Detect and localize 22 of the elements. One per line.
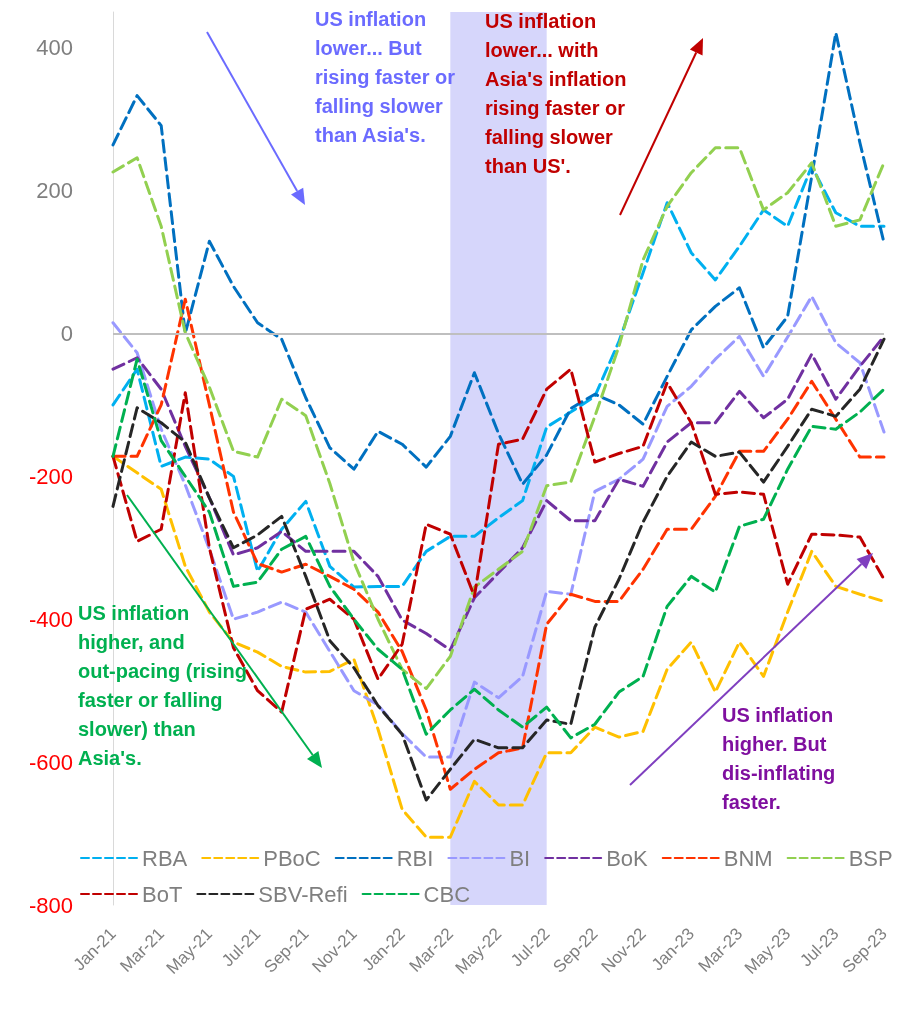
- annotation: US inflation higher, and out-pacing (rising faster or falling slower) than Asia's.: [78, 601, 253, 769]
- y-tick-label: 0: [60, 320, 73, 346]
- legend-label: CBC: [423, 881, 471, 907]
- legend-label: BoK: [606, 845, 649, 871]
- y-tick-label: -200: [28, 463, 73, 489]
- legend-label: PBoC: [263, 845, 321, 871]
- annotation: US inflation lower... with Asia's inflation rising faster or falling slower than US'.: [485, 9, 633, 177]
- y-tick-label: 200: [36, 178, 73, 204]
- y-tick-label: -800: [28, 892, 73, 918]
- line-series: [111, 31, 886, 486]
- annotation: US inflation higher. But dis-inflating faster.: [722, 703, 841, 813]
- y-tick-label: -600: [28, 749, 73, 775]
- legend-label: BNM: [723, 845, 773, 871]
- y-tick-label: 400: [36, 35, 73, 61]
- annotation: US inflation lower... But rising faster or falling slower than Asia's.: [315, 7, 461, 146]
- legend-label: SBV-Refi: [258, 881, 348, 907]
- legend-label: RBA: [142, 845, 188, 871]
- y-tick-label: -400: [28, 606, 73, 632]
- legend-label: RBI: [396, 845, 434, 871]
- legend-label: BoT: [142, 881, 183, 907]
- legend-label: BSP: [848, 845, 893, 871]
- legend-label: BI: [509, 845, 531, 871]
